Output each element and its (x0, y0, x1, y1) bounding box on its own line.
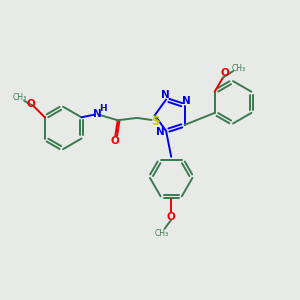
Text: N: N (93, 109, 102, 119)
Text: N: N (161, 90, 170, 100)
Text: H: H (99, 104, 107, 113)
Text: O: O (110, 136, 119, 146)
Text: CH₃: CH₃ (13, 93, 27, 102)
Text: N: N (156, 128, 165, 137)
Text: CH₃: CH₃ (154, 230, 168, 238)
Text: O: O (220, 68, 229, 78)
Text: N: N (182, 96, 190, 106)
Text: O: O (27, 99, 36, 109)
Text: CH₃: CH₃ (232, 64, 246, 73)
Text: S: S (151, 115, 160, 128)
Text: O: O (167, 212, 176, 222)
